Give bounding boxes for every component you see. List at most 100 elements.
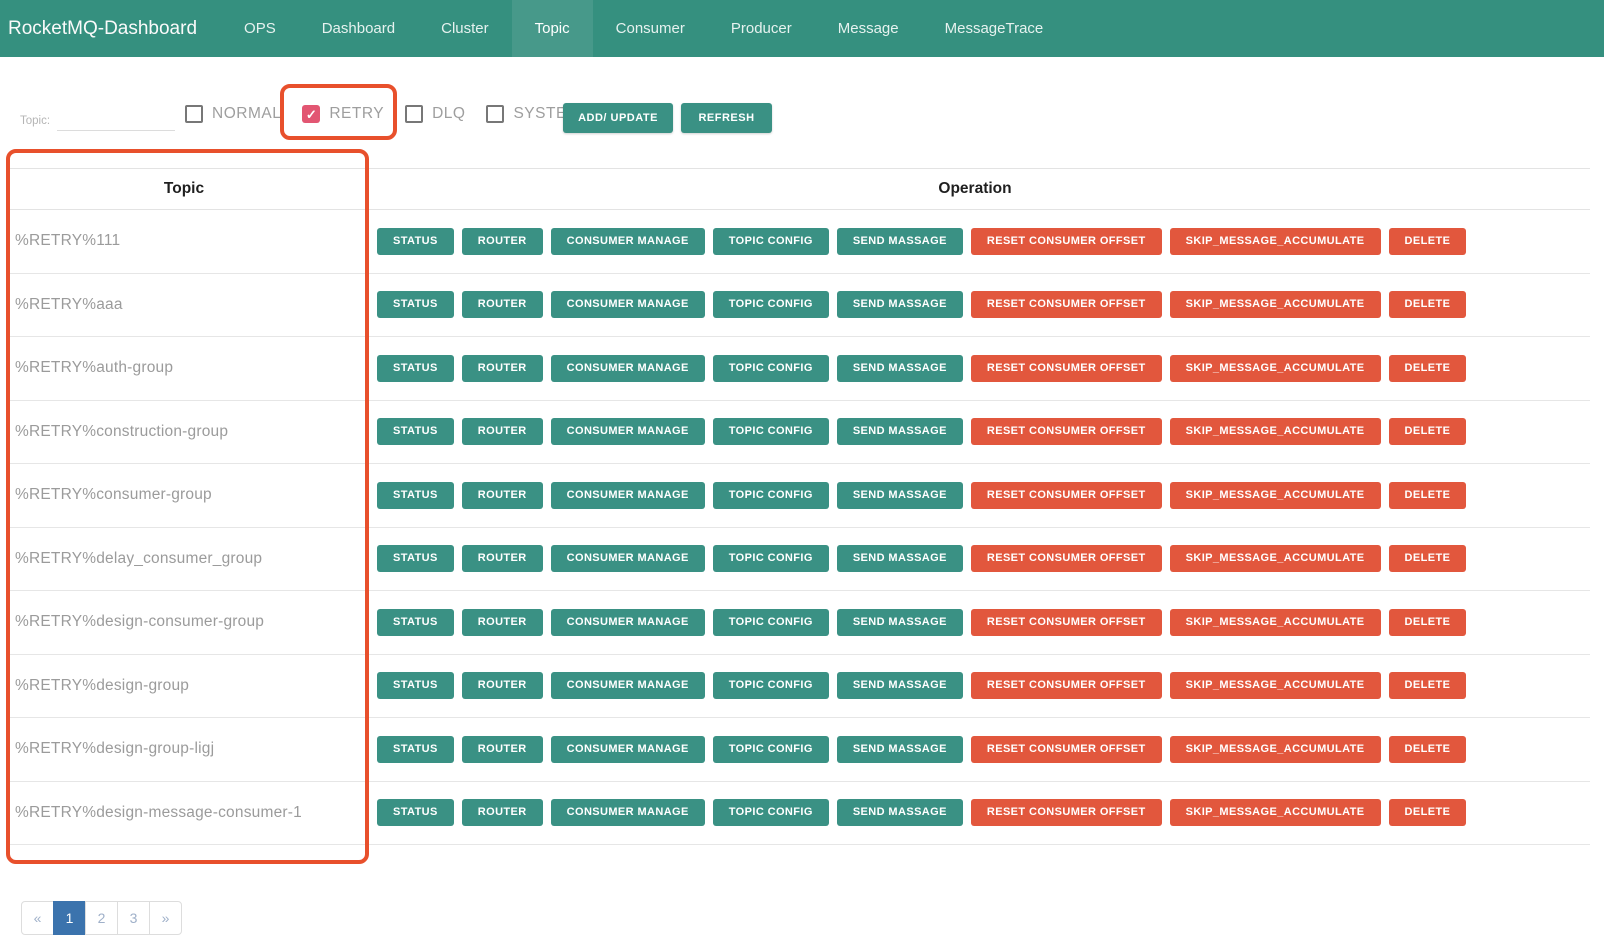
skip-message-accumulate-button[interactable]: SKIP_MESSAGE_ACCUMULATE (1169, 291, 1381, 319)
status-button[interactable]: STATUS (377, 545, 454, 573)
router-button[interactable]: ROUTER (461, 735, 543, 763)
topic-config-button[interactable]: TOPIC CONFIG (712, 227, 829, 255)
topic-config-button[interactable]: TOPIC CONFIG (712, 418, 829, 446)
delete-button[interactable]: DELETE (1388, 672, 1467, 700)
status-button[interactable]: STATUS (377, 354, 454, 382)
nav-item-dashboard[interactable]: Dashboard (321, 20, 396, 37)
send-massage-button[interactable]: SEND MASSAGE (836, 735, 963, 763)
topic-config-button[interactable]: TOPIC CONFIG (712, 608, 829, 636)
refresh-button[interactable]: REFRESH (681, 103, 772, 133)
router-button[interactable]: ROUTER (461, 672, 543, 700)
router-button[interactable]: ROUTER (461, 545, 543, 573)
topic-config-button[interactable]: TOPIC CONFIG (712, 672, 829, 700)
skip-message-accumulate-button[interactable]: SKIP_MESSAGE_ACCUMULATE (1169, 799, 1381, 827)
topic-config-button[interactable]: TOPIC CONFIG (712, 481, 829, 509)
consumer-manage-button[interactable]: CONSUMER MANAGE (550, 418, 705, 446)
status-button[interactable]: STATUS (377, 799, 454, 827)
checkbox-box[interactable] (405, 105, 424, 123)
delete-button[interactable]: DELETE (1388, 481, 1467, 509)
consumer-manage-button[interactable]: CONSUMER MANAGE (550, 735, 705, 763)
delete-button[interactable]: DELETE (1388, 291, 1467, 319)
skip-message-accumulate-button[interactable]: SKIP_MESSAGE_ACCUMULATE (1169, 735, 1381, 763)
send-massage-button[interactable]: SEND MASSAGE (836, 291, 963, 319)
topic-input[interactable] (57, 109, 175, 131)
delete-button[interactable]: DELETE (1388, 799, 1467, 827)
status-button[interactable]: STATUS (377, 291, 454, 319)
pagination-next[interactable]: » (149, 901, 182, 935)
topic-config-button[interactable]: TOPIC CONFIG (712, 545, 829, 573)
reset-consumer-offset-button[interactable]: RESET CONSUMER OFFSET (970, 291, 1162, 319)
router-button[interactable]: ROUTER (461, 418, 543, 446)
consumer-manage-button[interactable]: CONSUMER MANAGE (550, 608, 705, 636)
nav-item-messagetrace[interactable]: MessageTrace (944, 20, 1044, 37)
reset-consumer-offset-button[interactable]: RESET CONSUMER OFFSET (970, 354, 1162, 382)
checkbox-box[interactable] (185, 105, 203, 123)
nav-item-topic[interactable]: Topic (511, 0, 593, 57)
reset-consumer-offset-button[interactable]: RESET CONSUMER OFFSET (970, 545, 1162, 573)
router-button[interactable]: ROUTER (461, 227, 543, 255)
send-massage-button[interactable]: SEND MASSAGE (836, 354, 963, 382)
send-massage-button[interactable]: SEND MASSAGE (836, 672, 963, 700)
skip-message-accumulate-button[interactable]: SKIP_MESSAGE_ACCUMULATE (1169, 418, 1381, 446)
checkbox-dlq[interactable]: DLQ (405, 105, 465, 123)
status-button[interactable]: STATUS (377, 672, 454, 700)
router-button[interactable]: ROUTER (461, 291, 543, 319)
delete-button[interactable]: DELETE (1388, 608, 1467, 636)
send-massage-button[interactable]: SEND MASSAGE (836, 799, 963, 827)
reset-consumer-offset-button[interactable]: RESET CONSUMER OFFSET (970, 799, 1162, 827)
router-button[interactable]: ROUTER (461, 354, 543, 382)
skip-message-accumulate-button[interactable]: SKIP_MESSAGE_ACCUMULATE (1169, 354, 1381, 382)
topic-config-button[interactable]: TOPIC CONFIG (712, 354, 829, 382)
reset-consumer-offset-button[interactable]: RESET CONSUMER OFFSET (970, 418, 1162, 446)
send-massage-button[interactable]: SEND MASSAGE (836, 418, 963, 446)
status-button[interactable]: STATUS (377, 481, 454, 509)
consumer-manage-button[interactable]: CONSUMER MANAGE (550, 545, 705, 573)
checkbox-retry[interactable]: ✓ RETRY (302, 105, 384, 123)
topic-config-button[interactable]: TOPIC CONFIG (712, 735, 829, 763)
nav-item-consumer[interactable]: Consumer (615, 20, 685, 37)
skip-message-accumulate-button[interactable]: SKIP_MESSAGE_ACCUMULATE (1169, 227, 1381, 255)
delete-button[interactable]: DELETE (1388, 545, 1467, 573)
skip-message-accumulate-button[interactable]: SKIP_MESSAGE_ACCUMULATE (1169, 545, 1381, 573)
pagination-page-1[interactable]: 1 (53, 901, 86, 935)
send-massage-button[interactable]: SEND MASSAGE (836, 545, 963, 573)
router-button[interactable]: ROUTER (461, 799, 543, 827)
skip-message-accumulate-button[interactable]: SKIP_MESSAGE_ACCUMULATE (1169, 672, 1381, 700)
consumer-manage-button[interactable]: CONSUMER MANAGE (550, 481, 705, 509)
consumer-manage-button[interactable]: CONSUMER MANAGE (550, 799, 705, 827)
checkbox-box[interactable]: ✓ (302, 105, 321, 123)
reset-consumer-offset-button[interactable]: RESET CONSUMER OFFSET (970, 608, 1162, 636)
nav-item-ops[interactable]: OPS (244, 20, 276, 37)
consumer-manage-button[interactable]: CONSUMER MANAGE (550, 227, 705, 255)
topic-config-button[interactable]: TOPIC CONFIG (712, 799, 829, 827)
send-massage-button[interactable]: SEND MASSAGE (836, 227, 963, 255)
pagination-prev[interactable]: « (21, 901, 54, 935)
status-button[interactable]: STATUS (377, 418, 454, 446)
delete-button[interactable]: DELETE (1388, 735, 1467, 763)
consumer-manage-button[interactable]: CONSUMER MANAGE (550, 291, 705, 319)
reset-consumer-offset-button[interactable]: RESET CONSUMER OFFSET (970, 227, 1162, 255)
checkbox-box[interactable] (486, 105, 505, 123)
checkbox-normal[interactable]: NORMAL (185, 105, 281, 123)
delete-button[interactable]: DELETE (1388, 227, 1467, 255)
brand[interactable]: RocketMQ-Dashboard (8, 17, 198, 39)
skip-message-accumulate-button[interactable]: SKIP_MESSAGE_ACCUMULATE (1169, 608, 1381, 636)
nav-item-producer[interactable]: Producer (730, 20, 792, 37)
pagination-page-3[interactable]: 3 (117, 901, 150, 935)
skip-message-accumulate-button[interactable]: SKIP_MESSAGE_ACCUMULATE (1169, 481, 1381, 509)
send-massage-button[interactable]: SEND MASSAGE (836, 481, 963, 509)
nav-item-message[interactable]: Message (837, 20, 899, 37)
status-button[interactable]: STATUS (377, 227, 454, 255)
reset-consumer-offset-button[interactable]: RESET CONSUMER OFFSET (970, 735, 1162, 763)
pagination-page-2[interactable]: 2 (85, 901, 118, 935)
router-button[interactable]: ROUTER (461, 481, 543, 509)
router-button[interactable]: ROUTER (461, 608, 543, 636)
delete-button[interactable]: DELETE (1388, 418, 1467, 446)
status-button[interactable]: STATUS (377, 735, 454, 763)
status-button[interactable]: STATUS (377, 608, 454, 636)
reset-consumer-offset-button[interactable]: RESET CONSUMER OFFSET (970, 672, 1162, 700)
reset-consumer-offset-button[interactable]: RESET CONSUMER OFFSET (970, 481, 1162, 509)
delete-button[interactable]: DELETE (1388, 354, 1467, 382)
topic-config-button[interactable]: TOPIC CONFIG (712, 291, 829, 319)
add-update-button[interactable]: ADD/ UPDATE (563, 103, 673, 133)
